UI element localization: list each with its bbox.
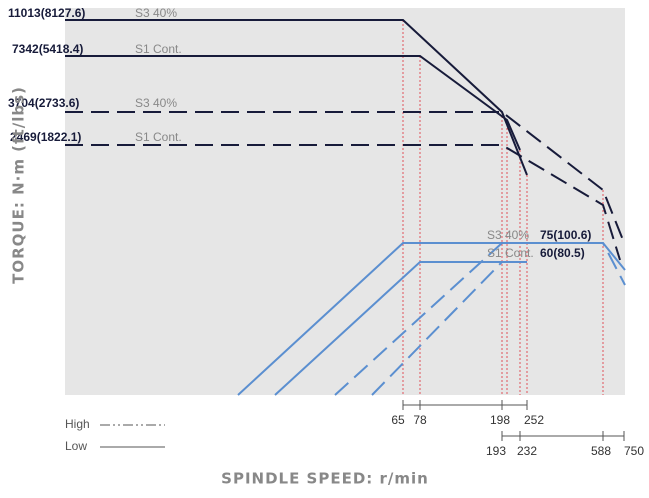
speed-axis-lower: 193 232 588 750 [486,431,644,458]
torque-mode: S3 40% [135,6,177,20]
torque-value: 3704(2733.6) [8,96,79,110]
tick-label: 65 [391,413,405,427]
torque-labels: 11013(8127.6) S3 40% 7342(5418.4) S1 Con… [8,6,182,144]
speed-axis-upper: 65 78 198 252 [391,400,544,427]
power-mode: S3 40% [487,228,529,242]
y-axis-title: TORQUE: N·m (ft/lbs) [10,86,28,284]
torque-value: 2469(1822.1) [10,130,81,144]
tick-label: 193 [486,444,506,458]
legend: High Low [65,417,165,453]
torque-value: 11013(8127.6) [8,6,85,20]
torque-mode: S1 Cont. [135,130,182,144]
torque-curves [65,19,626,261]
x-axis-title: SPINDLE SPEED: r/min [221,470,429,488]
tick-label: 232 [517,444,537,458]
torque-mode: S3 40% [135,96,177,110]
torque-value: 7342(5418.4) [12,42,83,56]
power-labels: S3 40% 75(100.6) S1 Cont. 60(80.5) [487,228,591,260]
tick-label: 78 [413,413,427,427]
tick-label: 588 [591,444,611,458]
legend-label: Low [65,439,87,453]
legend-label: High [65,417,90,431]
tick-label: 252 [524,413,544,427]
power-value: 60(80.5) [540,246,585,260]
tick-label: 750 [624,444,644,458]
power-mode: S1 Cont. [487,246,534,260]
plot-area [65,8,625,395]
tick-label: 198 [490,413,510,427]
power-curves [237,242,626,396]
torque-mode: S1 Cont. [135,42,182,56]
power-value: 75(100.6) [540,228,591,242]
